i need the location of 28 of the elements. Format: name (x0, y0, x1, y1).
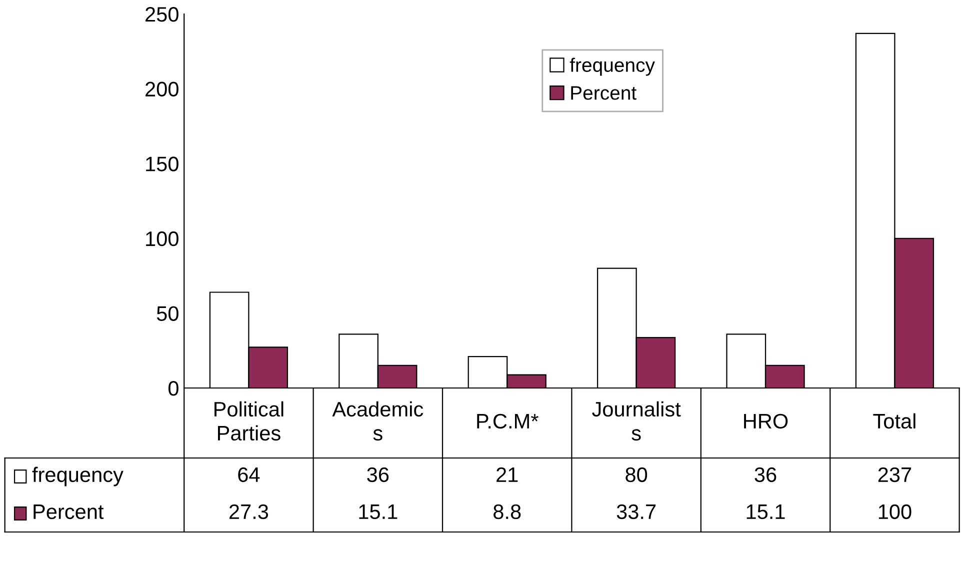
data-label: 27.3 (229, 504, 268, 520)
data-label: 33.7 (616, 504, 656, 520)
y-tick-label: 100 (146, 231, 178, 246)
y-tick-label: 150 (146, 156, 178, 172)
y-tick-label: 250 (146, 7, 178, 22)
x-tick-label: Journalist s (592, 401, 681, 441)
legend-label: frequency (570, 58, 655, 76)
y-tick-label: 50 (156, 306, 178, 321)
data-label: 64 (238, 467, 260, 482)
x-tick-label: Political Parties (214, 401, 284, 441)
x-tick-label: HRO (744, 414, 788, 429)
data-label: 15.1 (359, 504, 398, 520)
text: frequency (32, 466, 124, 486)
data-label: 15.1 (746, 504, 785, 520)
data-label: 36 (367, 467, 389, 482)
legend-label: Percent (571, 86, 636, 100)
y-tick-label: 0 (168, 381, 178, 396)
y-tick-label: 200 (146, 82, 178, 97)
data-label: 8.8 (494, 504, 521, 520)
text: Percent (34, 504, 104, 520)
x-tick-label: Academic s (332, 401, 424, 441)
data-label: 36 (754, 467, 776, 482)
x-tick-label: P.C.M* (477, 414, 538, 429)
data-label: 21 (496, 467, 518, 482)
x-tick-label: Total (873, 413, 916, 429)
data-label: 100 (878, 504, 912, 520)
data-label: 237 (878, 467, 912, 482)
data-label: 80 (626, 467, 648, 482)
